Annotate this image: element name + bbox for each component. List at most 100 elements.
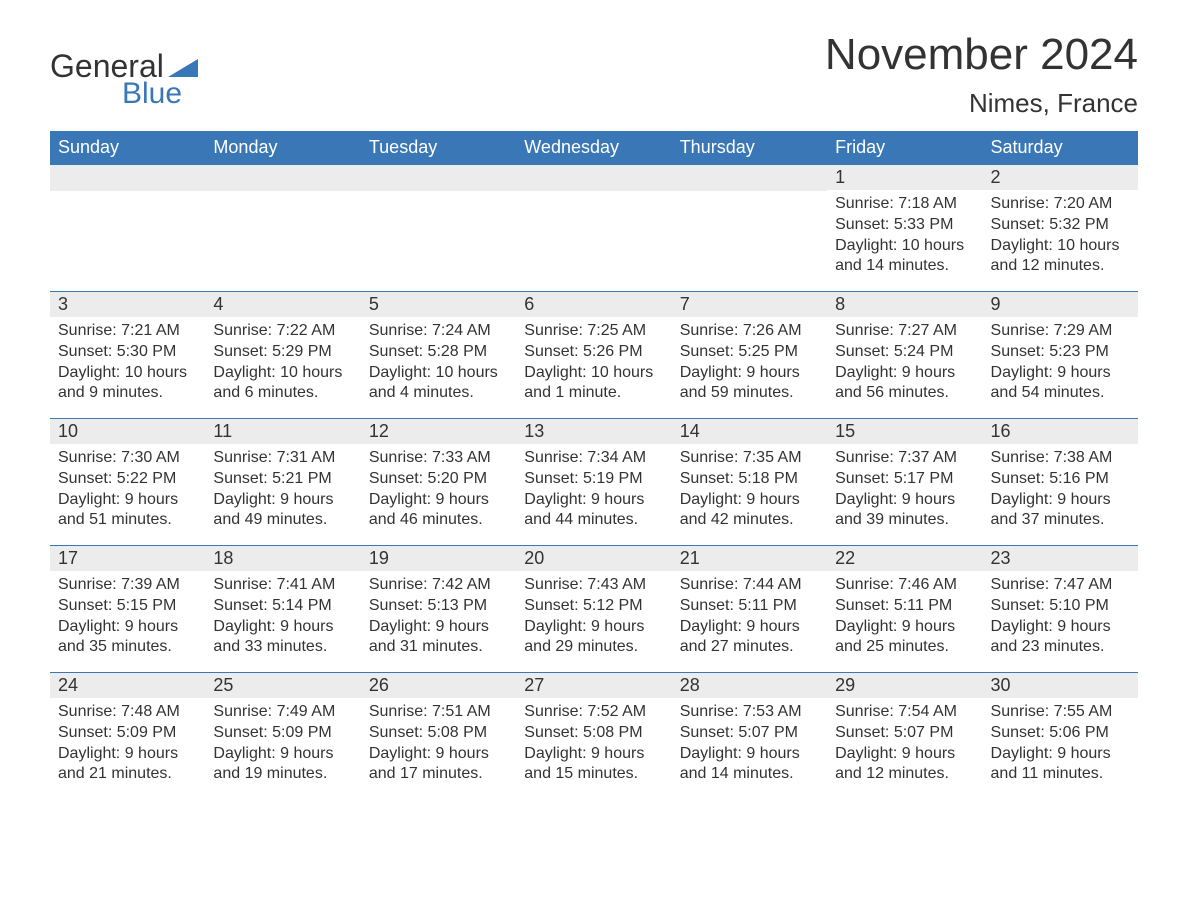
day-number: 15 [827,419,982,444]
daylight-text: Daylight: 9 hours and 37 minutes. [991,490,1130,532]
day-body: Sunrise: 7:48 AMSunset: 5:09 PMDaylight:… [50,698,205,791]
day-number: 23 [983,546,1138,571]
day-cell: 11Sunrise: 7:31 AMSunset: 5:21 PMDayligh… [205,419,360,545]
day-number: 16 [983,419,1138,444]
sunrise-text: Sunrise: 7:31 AM [213,448,352,469]
day-number: 3 [50,292,205,317]
sunrise-text: Sunrise: 7:55 AM [991,702,1130,723]
daylight-text: Daylight: 9 hours and 59 minutes. [680,363,819,405]
daylight-text: Daylight: 9 hours and 21 minutes. [58,744,197,786]
day-cell: 20Sunrise: 7:43 AMSunset: 5:12 PMDayligh… [516,546,671,672]
sunset-text: Sunset: 5:24 PM [835,342,974,363]
day-body: Sunrise: 7:46 AMSunset: 5:11 PMDaylight:… [827,571,982,664]
day-cell [672,165,827,291]
day-cell: 10Sunrise: 7:30 AMSunset: 5:22 PMDayligh… [50,419,205,545]
daylight-text: Daylight: 9 hours and 56 minutes. [835,363,974,405]
day-number: 6 [516,292,671,317]
sunset-text: Sunset: 5:19 PM [524,469,663,490]
sunrise-text: Sunrise: 7:49 AM [213,702,352,723]
day-cell [205,165,360,291]
day-cell: 1Sunrise: 7:18 AMSunset: 5:33 PMDaylight… [827,165,982,291]
day-cell: 2Sunrise: 7:20 AMSunset: 5:32 PMDaylight… [983,165,1138,291]
day-cell: 27Sunrise: 7:52 AMSunset: 5:08 PMDayligh… [516,673,671,799]
day-header: Tuesday [361,131,516,164]
day-body: Sunrise: 7:38 AMSunset: 5:16 PMDaylight:… [983,444,1138,537]
day-body: Sunrise: 7:26 AMSunset: 5:25 PMDaylight:… [672,317,827,410]
sunrise-text: Sunrise: 7:35 AM [680,448,819,469]
day-body: Sunrise: 7:54 AMSunset: 5:07 PMDaylight:… [827,698,982,791]
day-body: Sunrise: 7:34 AMSunset: 5:19 PMDaylight:… [516,444,671,537]
sunset-text: Sunset: 5:12 PM [524,596,663,617]
day-body: Sunrise: 7:30 AMSunset: 5:22 PMDaylight:… [50,444,205,537]
day-cell: 16Sunrise: 7:38 AMSunset: 5:16 PMDayligh… [983,419,1138,545]
day-body: Sunrise: 7:37 AMSunset: 5:17 PMDaylight:… [827,444,982,537]
day-body: Sunrise: 7:53 AMSunset: 5:07 PMDaylight:… [672,698,827,791]
sunrise-text: Sunrise: 7:38 AM [991,448,1130,469]
day-cell: 29Sunrise: 7:54 AMSunset: 5:07 PMDayligh… [827,673,982,799]
daylight-text: Daylight: 9 hours and 46 minutes. [369,490,508,532]
sunrise-text: Sunrise: 7:22 AM [213,321,352,342]
empty-day-bar [516,165,671,191]
daylight-text: Daylight: 9 hours and 42 minutes. [680,490,819,532]
sunset-text: Sunset: 5:21 PM [213,469,352,490]
day-body: Sunrise: 7:44 AMSunset: 5:11 PMDaylight:… [672,571,827,664]
daylight-text: Daylight: 9 hours and 54 minutes. [991,363,1130,405]
day-body: Sunrise: 7:27 AMSunset: 5:24 PMDaylight:… [827,317,982,410]
daylight-text: Daylight: 9 hours and 51 minutes. [58,490,197,532]
day-body: Sunrise: 7:51 AMSunset: 5:08 PMDaylight:… [361,698,516,791]
daylight-text: Daylight: 9 hours and 33 minutes. [213,617,352,659]
day-header: Wednesday [516,131,671,164]
day-header-row: SundayMondayTuesdayWednesdayThursdayFrid… [50,131,1138,164]
day-cell: 22Sunrise: 7:46 AMSunset: 5:11 PMDayligh… [827,546,982,672]
sunset-text: Sunset: 5:22 PM [58,469,197,490]
day-cell [516,165,671,291]
sunrise-text: Sunrise: 7:39 AM [58,575,197,596]
sunrise-text: Sunrise: 7:46 AM [835,575,974,596]
day-header: Thursday [672,131,827,164]
sunset-text: Sunset: 5:11 PM [680,596,819,617]
day-number: 11 [205,419,360,444]
sunset-text: Sunset: 5:20 PM [369,469,508,490]
empty-day-bar [205,165,360,191]
sunset-text: Sunset: 5:11 PM [835,596,974,617]
day-number: 5 [361,292,516,317]
day-body: Sunrise: 7:55 AMSunset: 5:06 PMDaylight:… [983,698,1138,791]
sunrise-text: Sunrise: 7:34 AM [524,448,663,469]
day-header: Sunday [50,131,205,164]
empty-day-bar [672,165,827,191]
sunset-text: Sunset: 5:26 PM [524,342,663,363]
daylight-text: Daylight: 9 hours and 39 minutes. [835,490,974,532]
day-cell: 14Sunrise: 7:35 AMSunset: 5:18 PMDayligh… [672,419,827,545]
day-number: 29 [827,673,982,698]
daylight-text: Daylight: 10 hours and 1 minute. [524,363,663,405]
day-body: Sunrise: 7:22 AMSunset: 5:29 PMDaylight:… [205,317,360,410]
day-cell: 26Sunrise: 7:51 AMSunset: 5:08 PMDayligh… [361,673,516,799]
day-cell [361,165,516,291]
week-row: 3Sunrise: 7:21 AMSunset: 5:30 PMDaylight… [50,291,1138,418]
sunrise-text: Sunrise: 7:43 AM [524,575,663,596]
day-cell: 30Sunrise: 7:55 AMSunset: 5:06 PMDayligh… [983,673,1138,799]
day-number: 7 [672,292,827,317]
day-body: Sunrise: 7:31 AMSunset: 5:21 PMDaylight:… [205,444,360,537]
day-cell: 24Sunrise: 7:48 AMSunset: 5:09 PMDayligh… [50,673,205,799]
day-number: 8 [827,292,982,317]
daylight-text: Daylight: 9 hours and 31 minutes. [369,617,508,659]
day-number: 17 [50,546,205,571]
sunset-text: Sunset: 5:29 PM [213,342,352,363]
sunrise-text: Sunrise: 7:30 AM [58,448,197,469]
sunrise-text: Sunrise: 7:48 AM [58,702,197,723]
sunrise-text: Sunrise: 7:37 AM [835,448,974,469]
day-cell: 3Sunrise: 7:21 AMSunset: 5:30 PMDaylight… [50,292,205,418]
day-number: 14 [672,419,827,444]
day-body: Sunrise: 7:39 AMSunset: 5:15 PMDaylight:… [50,571,205,664]
sunset-text: Sunset: 5:10 PM [991,596,1130,617]
day-number: 24 [50,673,205,698]
day-cell: 25Sunrise: 7:49 AMSunset: 5:09 PMDayligh… [205,673,360,799]
sunset-text: Sunset: 5:23 PM [991,342,1130,363]
daylight-text: Daylight: 9 hours and 19 minutes. [213,744,352,786]
sunrise-text: Sunrise: 7:26 AM [680,321,819,342]
day-body: Sunrise: 7:33 AMSunset: 5:20 PMDaylight:… [361,444,516,537]
day-body: Sunrise: 7:43 AMSunset: 5:12 PMDaylight:… [516,571,671,664]
day-body: Sunrise: 7:18 AMSunset: 5:33 PMDaylight:… [827,190,982,283]
daylight-text: Daylight: 9 hours and 35 minutes. [58,617,197,659]
